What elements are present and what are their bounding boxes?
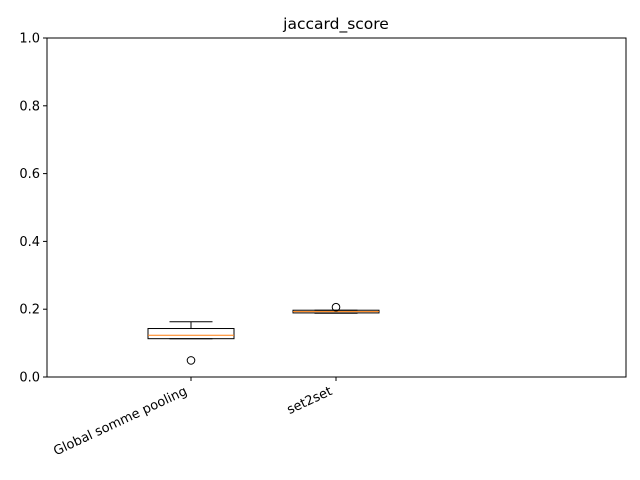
x-tick-label: Global somme pooling: [51, 384, 189, 459]
chart-title: jaccard_score: [282, 15, 389, 34]
y-axis: 0.0 0.2 0.4 0.6 0.8 1.0: [19, 32, 47, 386]
plot-area-frame: [46, 37, 627, 378]
y-tick-label: 0.4: [19, 235, 40, 250]
y-tick-label: 1.0: [19, 32, 40, 47]
iqr-box: [147, 328, 235, 340]
box-series: [147, 302, 380, 365]
x-axis: Global somme pooling set2set: [51, 377, 337, 459]
x-tick-label: set2set: [285, 384, 335, 418]
outlier-point: [331, 302, 341, 312]
outlier-point: [186, 356, 196, 365]
y-tick-label: 0.0: [19, 371, 40, 386]
y-tick-label: 0.8: [19, 99, 40, 114]
y-tick-label: 0.2: [19, 303, 40, 318]
y-tick-label: 0.6: [19, 167, 40, 182]
